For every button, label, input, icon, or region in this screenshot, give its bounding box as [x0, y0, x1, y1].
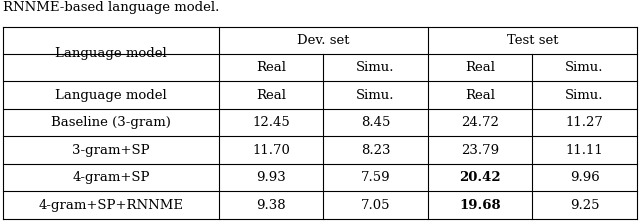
Text: 9.25: 9.25 [570, 198, 599, 211]
Text: Simu.: Simu. [356, 89, 395, 102]
Text: Simu.: Simu. [356, 61, 395, 74]
Text: Baseline (3-gram): Baseline (3-gram) [51, 116, 171, 129]
Text: 11.27: 11.27 [566, 116, 604, 129]
Text: 4-gram+SP+RNNME: 4-gram+SP+RNNME [38, 198, 184, 211]
Text: 23.79: 23.79 [461, 144, 499, 157]
Text: Real: Real [256, 89, 286, 102]
Text: 4-gram+SP: 4-gram+SP [72, 171, 150, 184]
Text: Simu.: Simu. [565, 89, 604, 102]
Text: 19.68: 19.68 [459, 198, 500, 211]
Text: 7.59: 7.59 [360, 171, 390, 184]
Text: 11.70: 11.70 [252, 144, 290, 157]
Text: 9.93: 9.93 [256, 171, 286, 184]
Text: 11.11: 11.11 [566, 144, 604, 157]
Text: 7.05: 7.05 [361, 198, 390, 211]
Text: Real: Real [256, 61, 286, 74]
Text: 3-gram+SP: 3-gram+SP [72, 144, 150, 157]
Text: Language model: Language model [55, 48, 167, 61]
Text: RNNME-based language model.: RNNME-based language model. [3, 1, 220, 14]
Text: Dev. set: Dev. set [297, 34, 349, 47]
Text: 20.42: 20.42 [459, 171, 500, 184]
Text: 8.23: 8.23 [361, 144, 390, 157]
Text: 9.38: 9.38 [256, 198, 285, 211]
Text: 8.45: 8.45 [361, 116, 390, 129]
Text: Language model: Language model [55, 89, 167, 102]
Text: 9.96: 9.96 [570, 171, 600, 184]
Text: Test set: Test set [506, 34, 558, 47]
Text: Simu.: Simu. [565, 61, 604, 74]
Text: 12.45: 12.45 [252, 116, 290, 129]
Text: Real: Real [465, 89, 495, 102]
Text: 24.72: 24.72 [461, 116, 499, 129]
Text: Real: Real [465, 61, 495, 74]
